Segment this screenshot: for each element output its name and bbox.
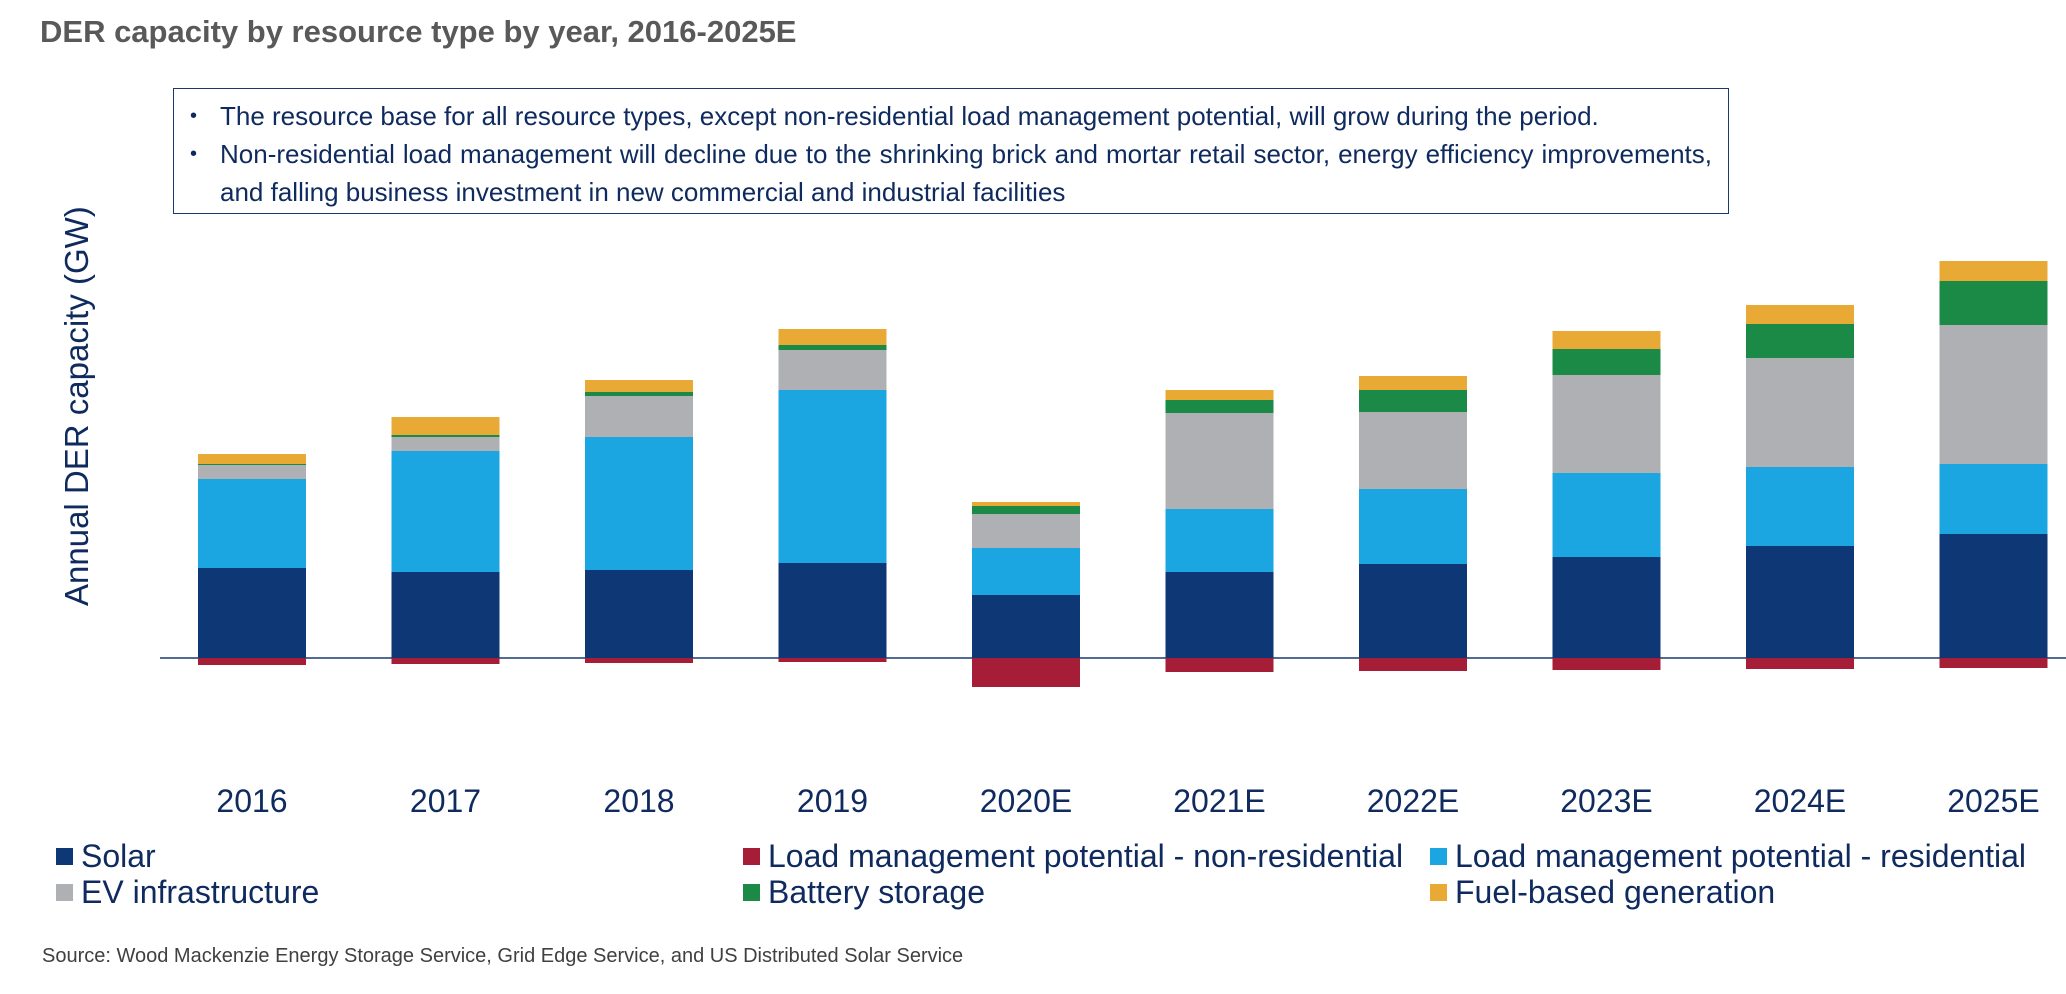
bar-segment-fuel-based-2023E: [1552, 331, 1661, 349]
bar-segment-battery-storage-2021E: [1165, 400, 1274, 413]
bar-segment-residential-load-2021E: [1165, 509, 1274, 572]
bar-segment-solar-2021E: [1165, 572, 1274, 658]
chart-title: DER capacity by resource type by year, 2…: [40, 14, 797, 49]
x-tick-label: 2016: [216, 783, 287, 819]
bar-segment-nonresidential-load-2024E: [1746, 658, 1854, 669]
note-item: • Non-residential load management will d…: [190, 135, 1712, 211]
bar-segment-ev-infrastructure-2025E: [1939, 325, 2048, 464]
bar-segment-solar-2016: [198, 568, 306, 658]
bar-segment-ev-infrastructure-2016: [198, 465, 306, 479]
bar-segment-residential-load-2018: [585, 437, 693, 570]
bar-segment-nonresidential-load-2022E: [1359, 658, 1467, 671]
bar-segment-fuel-based-2016: [198, 454, 306, 464]
bar-segment-solar-2022E: [1359, 564, 1467, 658]
bar-segment-nonresidential-load-2018: [585, 658, 693, 663]
note-text: Non-residential load management will dec…: [220, 139, 1712, 207]
x-tick-label: 2022E: [1367, 783, 1460, 819]
bar-segment-residential-load-2024E: [1746, 467, 1854, 546]
bar-segment-solar-2018: [585, 570, 693, 658]
x-tick-label: 2020E: [980, 783, 1073, 819]
bar-segment-ev-infrastructure-2023E: [1552, 375, 1661, 473]
bar-segment-residential-load-2020E: [972, 548, 1080, 595]
x-tick-label: 2019: [797, 783, 868, 819]
bar-segment-battery-storage-2018: [585, 392, 693, 396]
bar-segment-battery-storage-2023E: [1552, 349, 1661, 375]
bar-segment-solar-2019: [778, 563, 887, 658]
bar-segment-nonresidential-load-2016: [198, 658, 306, 665]
bar-segment-battery-storage-2020E: [972, 506, 1080, 514]
bar-segment-nonresidential-load-2019: [778, 658, 887, 662]
x-tick-label: 2025E: [1947, 783, 2040, 819]
bar-segment-fuel-based-2017: [391, 417, 500, 435]
bar-segment-ev-infrastructure-2019: [778, 350, 887, 390]
bar-segment-battery-storage-2016: [198, 464, 306, 465]
bar-segment-fuel-based-2018: [585, 380, 693, 392]
bar-segment-residential-load-2025E: [1939, 464, 2048, 534]
bar-segment-solar-2020E: [972, 595, 1080, 658]
bar-segment-solar-2017: [391, 572, 500, 658]
bar-segment-battery-storage-2022E: [1359, 390, 1467, 412]
bar-segment-solar-2024E: [1746, 546, 1854, 658]
bar-segment-ev-infrastructure-2018: [585, 396, 693, 437]
bar-segment-nonresidential-load-2025E: [1939, 658, 2048, 668]
bar-segment-nonresidential-load-2017: [391, 658, 500, 664]
note-item: • The resource base for all resource typ…: [190, 97, 1712, 135]
x-tick-label: 2023E: [1560, 783, 1653, 819]
bar-segment-nonresidential-load-2020E: [972, 658, 1080, 687]
bar-segment-fuel-based-2021E: [1165, 390, 1274, 400]
bullet-icon: •: [190, 143, 198, 165]
x-tick-label: 2018: [603, 783, 674, 819]
bar-segment-residential-load-2022E: [1359, 489, 1467, 564]
bar-segment-fuel-based-2020E: [972, 502, 1080, 506]
bar-segment-nonresidential-load-2021E: [1165, 658, 1274, 672]
bar-segment-residential-load-2017: [391, 451, 500, 572]
bar-segment-residential-load-2023E: [1552, 473, 1661, 557]
bar-segment-residential-load-2016: [198, 479, 306, 568]
bar-segment-ev-infrastructure-2017: [391, 437, 500, 451]
source-note: Source: Wood Mackenzie Energy Storage Se…: [42, 945, 964, 967]
bar-segment-nonresidential-load-2023E: [1552, 658, 1661, 670]
x-tick-label: 2024E: [1754, 783, 1847, 819]
bar-segment-battery-storage-2024E: [1746, 324, 1854, 358]
bar-segment-residential-load-2019: [778, 390, 887, 563]
bar-segment-battery-storage-2017: [391, 435, 500, 437]
bar-segment-battery-storage-2025E: [1939, 281, 2048, 325]
notes-box: • The resource base for all resource typ…: [173, 88, 1729, 214]
x-tick-label: 2021E: [1173, 783, 1266, 819]
bar-segment-ev-infrastructure-2022E: [1359, 412, 1467, 489]
bar-segment-fuel-based-2024E: [1746, 305, 1854, 324]
bar-segment-fuel-based-2022E: [1359, 376, 1467, 390]
bar-segment-fuel-based-2025E: [1939, 261, 2048, 281]
bar-segment-solar-2023E: [1552, 557, 1661, 658]
bar-segment-ev-infrastructure-2024E: [1746, 358, 1854, 467]
bar-segment-battery-storage-2019: [778, 345, 887, 350]
x-tick-label: 2017: [410, 783, 481, 819]
bar-segment-ev-infrastructure-2020E: [972, 514, 1080, 548]
bullet-icon: •: [190, 105, 198, 127]
bar-segment-ev-infrastructure-2021E: [1165, 413, 1274, 509]
bar-segment-solar-2025E: [1939, 534, 2048, 658]
bar-segment-fuel-based-2019: [778, 329, 887, 345]
note-text: The resource base for all resource types…: [220, 101, 1599, 131]
